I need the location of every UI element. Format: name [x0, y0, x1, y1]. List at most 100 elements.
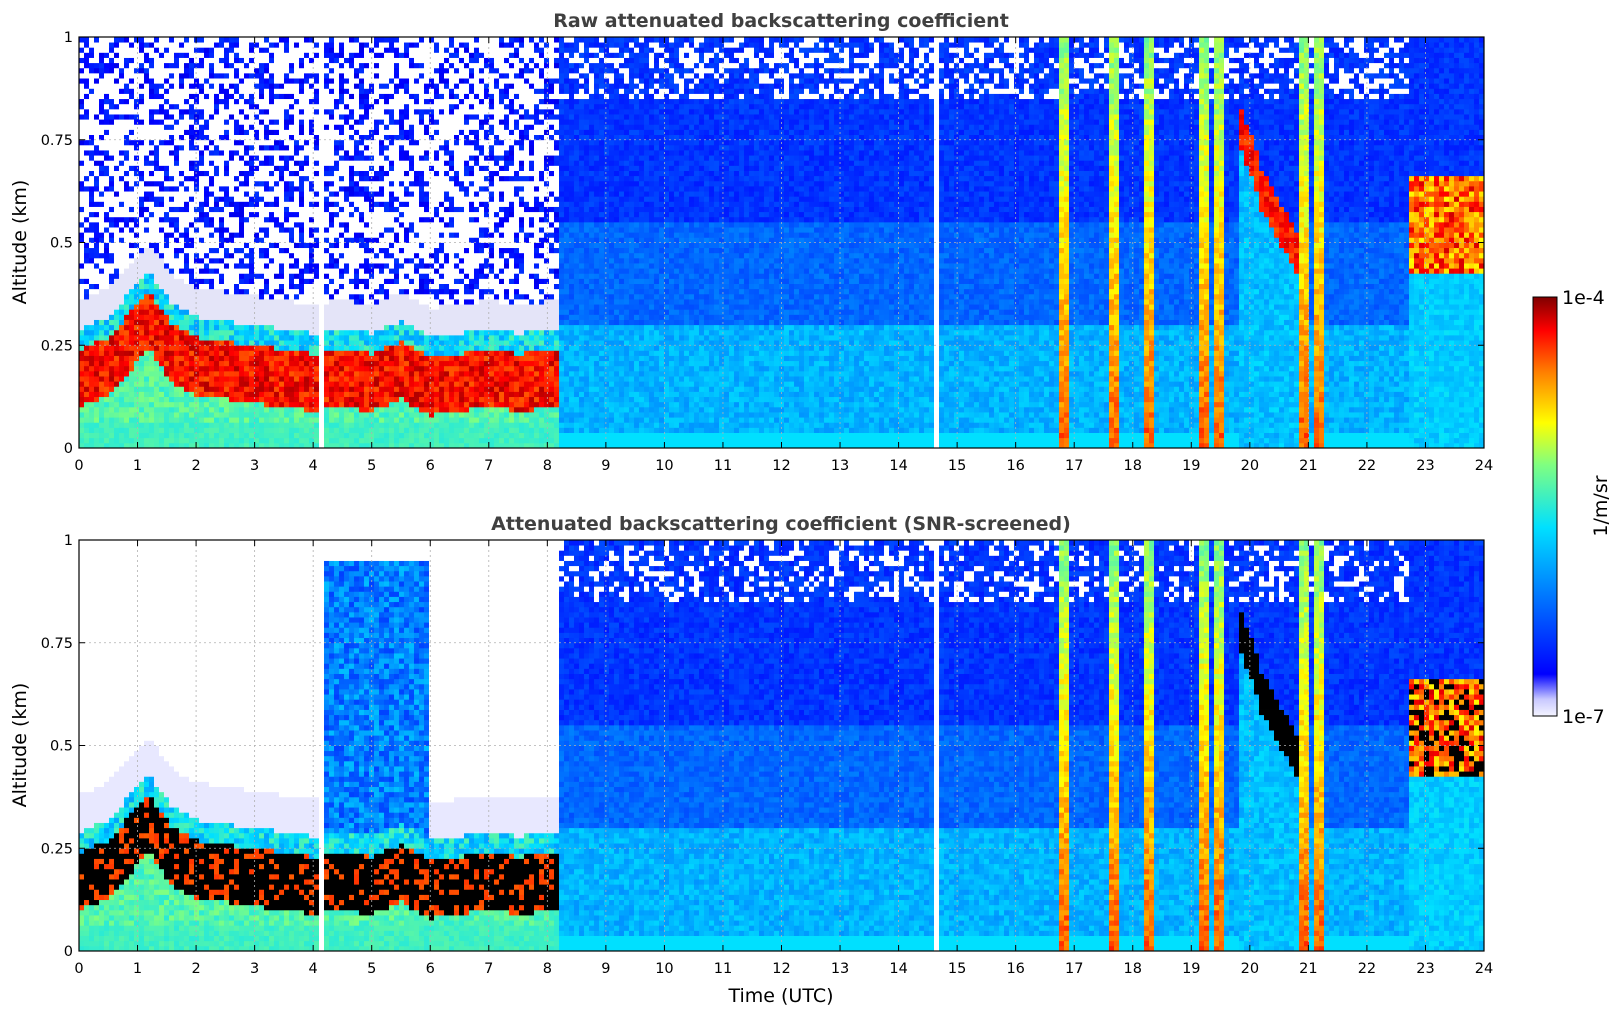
field-cell — [234, 237, 239, 243]
field-cell — [244, 227, 249, 233]
field-cell — [324, 58, 329, 64]
field-cell — [239, 335, 244, 341]
field-cell — [204, 109, 209, 115]
field-cell — [189, 427, 194, 433]
field-cell — [259, 155, 264, 161]
field-cell — [289, 289, 294, 295]
field-cell — [89, 278, 94, 284]
field-cell — [159, 402, 164, 408]
field-cell — [324, 94, 329, 100]
field-cell — [309, 417, 314, 423]
field-cell — [134, 212, 139, 218]
field-cell — [154, 309, 159, 315]
field-cell — [199, 253, 204, 259]
field-cell — [319, 361, 324, 367]
field-cell — [84, 402, 89, 408]
field-cell — [239, 222, 244, 228]
field-cell — [119, 124, 124, 130]
field-cell — [194, 232, 199, 238]
field-cell — [309, 284, 314, 290]
field-cell — [244, 438, 249, 444]
field-cell — [94, 104, 99, 110]
field-cell — [299, 330, 304, 336]
field-cell — [309, 304, 314, 310]
field-cell — [114, 104, 119, 110]
field-cell — [249, 63, 254, 69]
field-cell — [209, 150, 214, 156]
field-cell — [169, 391, 174, 397]
field-cell — [269, 325, 274, 331]
field-cell — [324, 361, 329, 367]
field-cell — [134, 376, 139, 382]
field-cell — [159, 94, 164, 100]
field-cell — [144, 99, 149, 105]
field-cell — [119, 186, 124, 192]
field-cell — [289, 278, 294, 284]
field-cell — [164, 278, 169, 284]
field-cell — [239, 135, 244, 141]
field-cell — [99, 294, 104, 300]
field-cell — [139, 361, 144, 367]
field-cell — [179, 186, 184, 192]
field-cell — [264, 263, 269, 269]
field-cell — [284, 109, 289, 115]
field-cell — [189, 145, 194, 151]
field-cell — [139, 412, 144, 418]
field-cell — [164, 345, 169, 351]
field-cell — [244, 191, 249, 197]
field-cell — [139, 114, 144, 120]
field-cell — [274, 350, 279, 356]
field-cell — [164, 320, 169, 326]
field-cell — [204, 99, 209, 105]
field-cell — [274, 278, 279, 284]
field-cell — [304, 381, 309, 387]
field-cell — [194, 47, 199, 53]
field-cell — [219, 191, 224, 197]
field-cell — [114, 37, 119, 43]
field-cell — [89, 88, 94, 94]
field-cell — [164, 402, 169, 408]
field-cell — [179, 376, 184, 382]
field-cell — [304, 356, 309, 362]
field-cell — [289, 243, 294, 249]
field-cell — [324, 109, 329, 115]
field-cell — [304, 320, 309, 326]
field-cell — [89, 243, 94, 249]
field-cell — [319, 284, 324, 290]
field-cell — [204, 278, 209, 284]
field-cell — [239, 63, 244, 69]
field-cell — [79, 145, 84, 151]
field-cell — [159, 345, 164, 351]
field-cell — [234, 145, 239, 151]
field-cell — [234, 289, 239, 295]
field-cell — [109, 345, 114, 351]
field-cell — [134, 150, 139, 156]
field-cell — [309, 140, 314, 146]
field-cell — [194, 289, 199, 295]
field-cell — [224, 433, 229, 439]
field-cell — [304, 88, 309, 94]
field-cell — [239, 212, 244, 218]
field-cell — [139, 417, 144, 423]
field-cell — [114, 68, 119, 74]
field-cell — [234, 99, 239, 105]
field-cell — [264, 386, 269, 392]
field-cell — [109, 160, 114, 166]
field-cell — [319, 58, 324, 64]
field-cell — [219, 350, 224, 356]
field-cell — [209, 417, 214, 423]
field-cell — [279, 150, 284, 156]
field-cell — [269, 304, 274, 310]
field-cell — [94, 320, 99, 326]
field-cell — [209, 366, 214, 372]
field-cell — [179, 263, 184, 269]
field-cell — [134, 314, 139, 320]
field-cell — [279, 217, 284, 223]
field-cell — [309, 217, 314, 223]
field-cell — [84, 150, 89, 156]
field-cell — [234, 248, 239, 254]
field-cell — [204, 140, 209, 146]
field-cell — [159, 176, 164, 182]
field-cell — [284, 268, 289, 274]
field-cell — [184, 237, 189, 243]
